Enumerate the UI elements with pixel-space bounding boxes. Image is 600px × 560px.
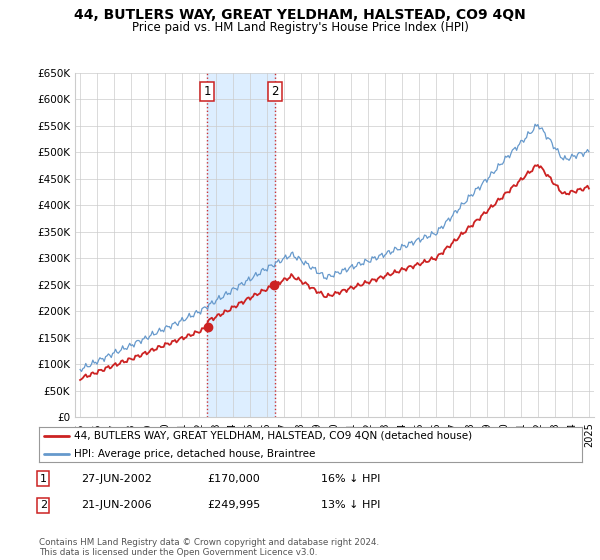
Text: 27-JUN-2002: 27-JUN-2002 bbox=[81, 474, 152, 484]
Text: 21-JUN-2006: 21-JUN-2006 bbox=[81, 500, 152, 510]
Text: 2: 2 bbox=[40, 500, 47, 510]
Text: 16% ↓ HPI: 16% ↓ HPI bbox=[321, 474, 380, 484]
Text: 44, BUTLERS WAY, GREAT YELDHAM, HALSTEAD, CO9 4QN: 44, BUTLERS WAY, GREAT YELDHAM, HALSTEAD… bbox=[74, 8, 526, 22]
Text: 2: 2 bbox=[271, 85, 279, 98]
Text: 44, BUTLERS WAY, GREAT YELDHAM, HALSTEAD, CO9 4QN (detached house): 44, BUTLERS WAY, GREAT YELDHAM, HALSTEAD… bbox=[74, 431, 472, 441]
Text: Contains HM Land Registry data © Crown copyright and database right 2024.
This d: Contains HM Land Registry data © Crown c… bbox=[39, 538, 379, 557]
Bar bbox=[207, 73, 275, 417]
Text: 1: 1 bbox=[40, 474, 47, 484]
Text: Price paid vs. HM Land Registry's House Price Index (HPI): Price paid vs. HM Land Registry's House … bbox=[131, 21, 469, 34]
Text: 1: 1 bbox=[203, 85, 211, 98]
Text: £249,995: £249,995 bbox=[207, 500, 260, 510]
Text: 13% ↓ HPI: 13% ↓ HPI bbox=[321, 500, 380, 510]
Text: £170,000: £170,000 bbox=[207, 474, 260, 484]
Text: HPI: Average price, detached house, Braintree: HPI: Average price, detached house, Brai… bbox=[74, 449, 316, 459]
